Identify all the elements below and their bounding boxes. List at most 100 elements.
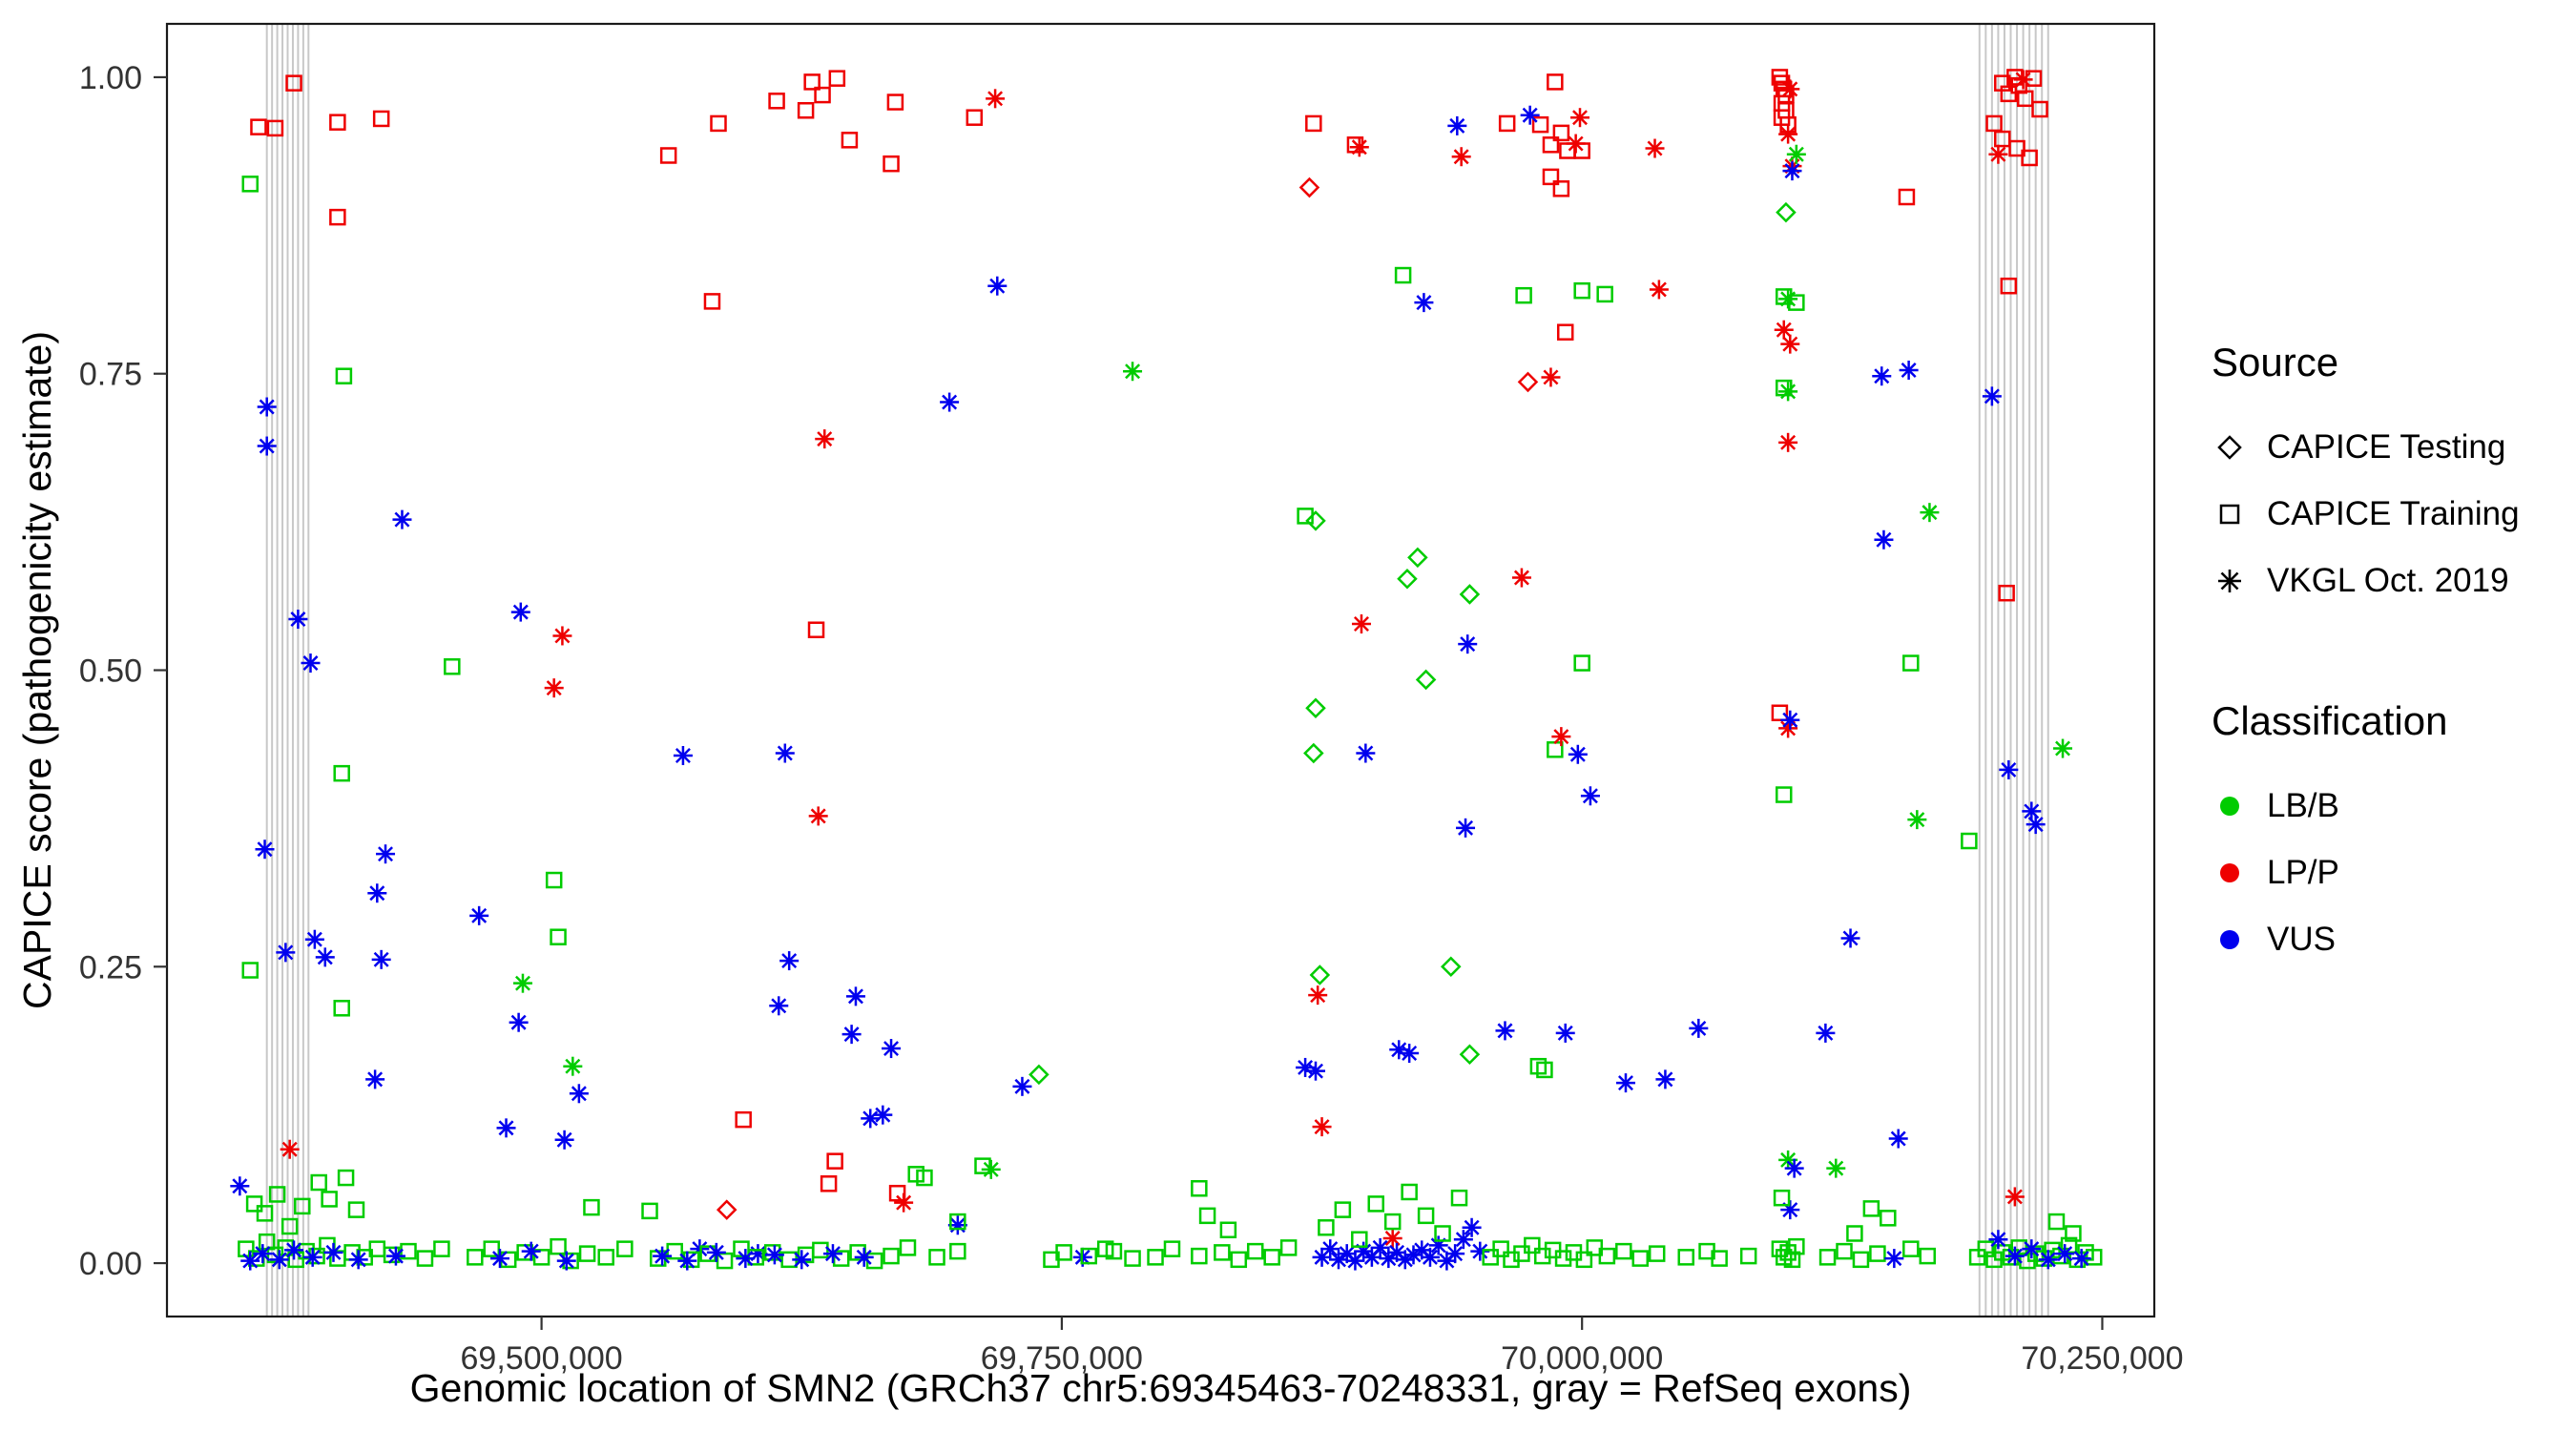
point-asterisk: [673, 746, 693, 766]
point-square: [1556, 323, 1574, 341]
point-square: [1902, 1240, 1920, 1257]
point-asterisk: [1782, 161, 1802, 181]
point-asterisk: [367, 883, 387, 903]
point-square: [550, 928, 567, 945]
point-square: [1531, 115, 1549, 134]
point-asterisk: [769, 996, 789, 1016]
legend-label: LB/B: [2267, 787, 2339, 824]
point-asterisk: [276, 943, 296, 963]
legend: Source CAPICE Testing CAPICE Training: [2212, 340, 2566, 973]
point-square: [1367, 1195, 1384, 1213]
point-asterisk: [1920, 503, 1940, 523]
point-asterisk: [1988, 144, 2008, 164]
point-square: [803, 73, 821, 91]
point-asterisk: [521, 1241, 541, 1261]
point-diamond: [1309, 964, 1331, 985]
point-asterisk: [1470, 1241, 1490, 1261]
point-asterisk: [861, 1109, 881, 1129]
point-square: [1818, 1249, 1837, 1266]
point-asterisk: [1511, 568, 1531, 588]
point-square: [883, 1247, 900, 1265]
legend-classification-title: Classification: [2212, 698, 2448, 743]
point-asterisk: [510, 602, 530, 622]
point-asterisk: [677, 1251, 697, 1271]
point-square: [1573, 654, 1590, 672]
point-square: [1573, 281, 1590, 300]
point-square: [828, 70, 846, 87]
point-square: [1711, 1250, 1728, 1267]
point-square: [1417, 1207, 1435, 1225]
point-asterisk: [981, 1159, 1001, 1179]
point-square: [1615, 1242, 1632, 1260]
point-asterisk: [385, 1246, 405, 1266]
point-asterisk: [1982, 386, 2002, 406]
point-square: [280, 1217, 299, 1235]
point-square: [1898, 188, 1916, 206]
point-asterisk: [469, 905, 489, 925]
point-square: [256, 1205, 274, 1222]
point-square: [347, 1201, 365, 1218]
point-diamond: [1028, 1064, 1049, 1086]
x-tick-label: 70,250,000: [2021, 1340, 2183, 1377]
point-asterisk: [269, 1250, 289, 1270]
point-square: [1533, 1247, 1551, 1265]
point-square: [1862, 1200, 1880, 1217]
point-square: [1055, 1244, 1072, 1261]
point-asterisk: [280, 1139, 300, 1159]
point-asterisk: [563, 1056, 583, 1076]
point-asterisk: [1305, 1061, 1325, 1081]
point-asterisk: [496, 1118, 516, 1138]
point-asterisk: [822, 1244, 842, 1264]
point-diamond: [1517, 371, 1539, 393]
point-asterisk: [2025, 815, 2046, 835]
point-square: [1498, 114, 1516, 133]
point-asterisk: [253, 1244, 273, 1264]
point-square: [883, 155, 900, 173]
vus-color-dot-icon: [2220, 930, 2239, 949]
asterisk-icon: [2212, 563, 2248, 599]
point-asterisk: [1778, 289, 1798, 309]
point-diamond: [1459, 584, 1481, 605]
point-asterisk: [556, 1251, 576, 1271]
point-square: [928, 1249, 945, 1266]
point-square: [1515, 286, 1532, 304]
point-asterisk: [1551, 727, 1571, 747]
point-asterisk: [779, 951, 800, 971]
point-asterisk: [1645, 138, 1665, 158]
point-square: [710, 114, 727, 133]
legend-item-capice-training: CAPICE Training: [2212, 481, 2566, 548]
point-asterisk: [1447, 115, 1467, 135]
point-square: [1552, 124, 1570, 142]
point-diamond: [1776, 201, 1797, 223]
point-square: [1919, 1247, 1937, 1265]
x-tick-label: 70,000,000: [1501, 1340, 1663, 1377]
point-asterisk: [1884, 1249, 1904, 1269]
point-asterisk: [1874, 529, 1894, 550]
point-square: [1450, 1189, 1468, 1207]
point-asterisk: [284, 1240, 304, 1260]
point-asterisk: [1370, 1237, 1390, 1257]
point-asterisk: [1778, 432, 1798, 452]
point-asterisk: [315, 947, 335, 967]
legend-item-vkgl: VKGL Oct. 2019: [2212, 548, 2566, 614]
point-square: [1105, 1242, 1123, 1260]
point-square: [433, 1240, 450, 1257]
point-asterisk: [2022, 801, 2042, 821]
point-square: [329, 114, 346, 131]
point-asterisk: [257, 436, 277, 456]
legend-label: CAPICE Training: [2267, 495, 2520, 532]
point-square: [1677, 1249, 1694, 1266]
point-square: [1994, 130, 2011, 148]
point-asterisk: [552, 626, 572, 646]
y-tick-label: 0.75: [79, 357, 142, 393]
x-tick-label: 69,500,000: [461, 1340, 623, 1377]
point-asterisk: [873, 1105, 893, 1125]
point-square: [241, 962, 259, 979]
point-asterisk: [1012, 1076, 1032, 1096]
lpp-color-dot-icon: [2220, 863, 2239, 882]
data-points: [230, 69, 2103, 1271]
point-asterisk: [257, 397, 277, 417]
y-tick-label: 0.25: [79, 949, 142, 985]
point-square: [888, 1184, 906, 1202]
legend-label: VKGL Oct. 2019: [2267, 562, 2509, 599]
